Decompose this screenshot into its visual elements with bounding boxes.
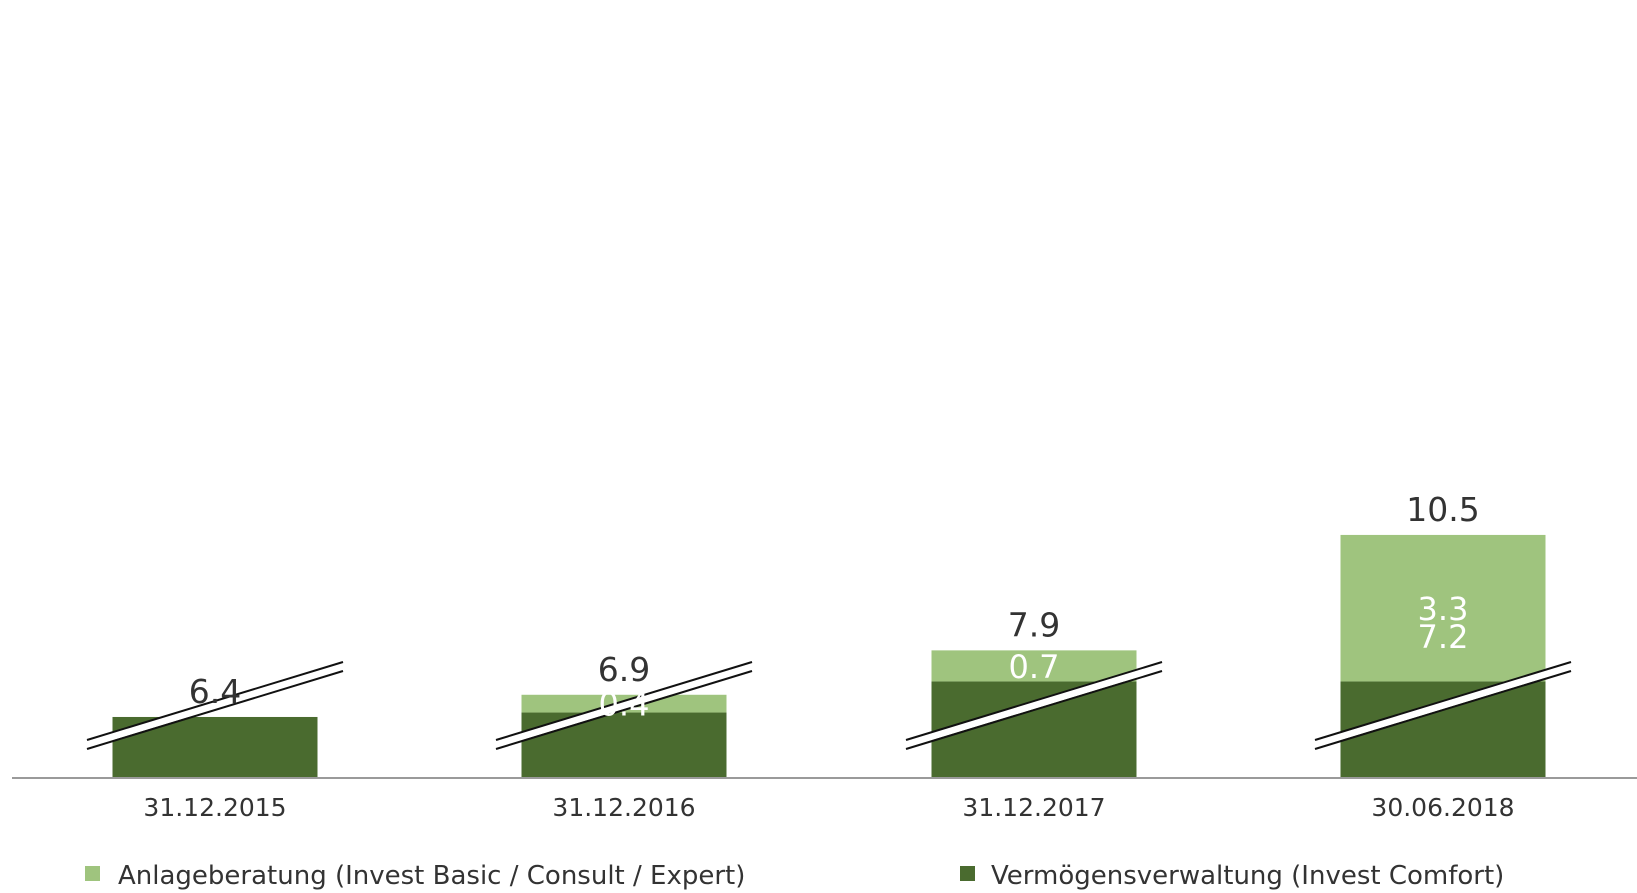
legend-item-anlageberatung: Anlageberatung (Invest Basic / Consult /… xyxy=(85,861,745,891)
x-tick-label: 30.06.2018 xyxy=(1371,793,1514,822)
x-tick-label: 31.12.2017 xyxy=(962,793,1105,822)
legend: Anlageberatung (Invest Basic / Consult /… xyxy=(85,861,1504,891)
legend-item-vermoegensverwaltung: Vermögensverwaltung (Invest Comfort) xyxy=(960,861,1504,891)
axis-break-line xyxy=(86,670,344,750)
axis-break-line xyxy=(1314,670,1572,750)
x-tick-label: 31.12.2016 xyxy=(552,793,695,822)
axis-break-line xyxy=(495,661,753,741)
data-label-vermoegensverwaltung: 7.2 xyxy=(1009,618,1060,656)
data-label-anlageberatung: 0.7 xyxy=(1009,648,1060,686)
axis-break-band xyxy=(906,662,1162,748)
bars-layer xyxy=(112,534,1546,778)
data-labels: 6.46.46.50.46.97.20.77.9 7.23.310.5 xyxy=(189,490,1480,724)
axis-break-line xyxy=(905,661,1163,741)
x-tick-label: 31.12.2015 xyxy=(143,793,286,822)
legend-label-vermoegensverwaltung: Vermögensverwaltung (Invest Comfort) xyxy=(991,861,1504,891)
data-label-vermoegensverwaltung: 6.5 xyxy=(599,618,650,656)
axis-break-band xyxy=(1315,662,1571,748)
total-label: 10.5 xyxy=(1406,490,1479,529)
data-label-anlageberatung: 3.3 xyxy=(1418,590,1469,628)
legend-label-anlageberatung: Anlageberatung (Invest Basic / Consult /… xyxy=(118,861,745,891)
axis-break-line xyxy=(86,661,344,741)
axis-break-line xyxy=(905,670,1163,750)
legend-swatch-anlageberatung xyxy=(85,866,100,881)
axis-breaks xyxy=(86,661,1572,750)
axis-break-band xyxy=(496,662,752,748)
legend-swatch-vermoegensverwaltung xyxy=(960,866,975,881)
x-tick-labels: 31.12.2015 31.12.2016 31.12.2017 30.06.2018 xyxy=(143,793,1514,822)
data-label-anlageberatung: 0.4 xyxy=(599,686,650,724)
total-label: 6.4 xyxy=(189,672,241,711)
axis-break-band xyxy=(87,662,343,748)
data-label-vermoegensverwaltung: 6.4 xyxy=(190,618,241,656)
axis-break-line xyxy=(1314,661,1572,741)
bar-segment-anlageberatung xyxy=(931,650,1137,682)
total-label: 7.9 xyxy=(1008,605,1060,644)
bar-segment-anlageberatung xyxy=(1340,534,1546,682)
data-label-vermoegensverwaltung: 7.2 xyxy=(1418,618,1469,656)
axis-break-line xyxy=(495,670,753,750)
total-label: 6.9 xyxy=(598,650,650,689)
